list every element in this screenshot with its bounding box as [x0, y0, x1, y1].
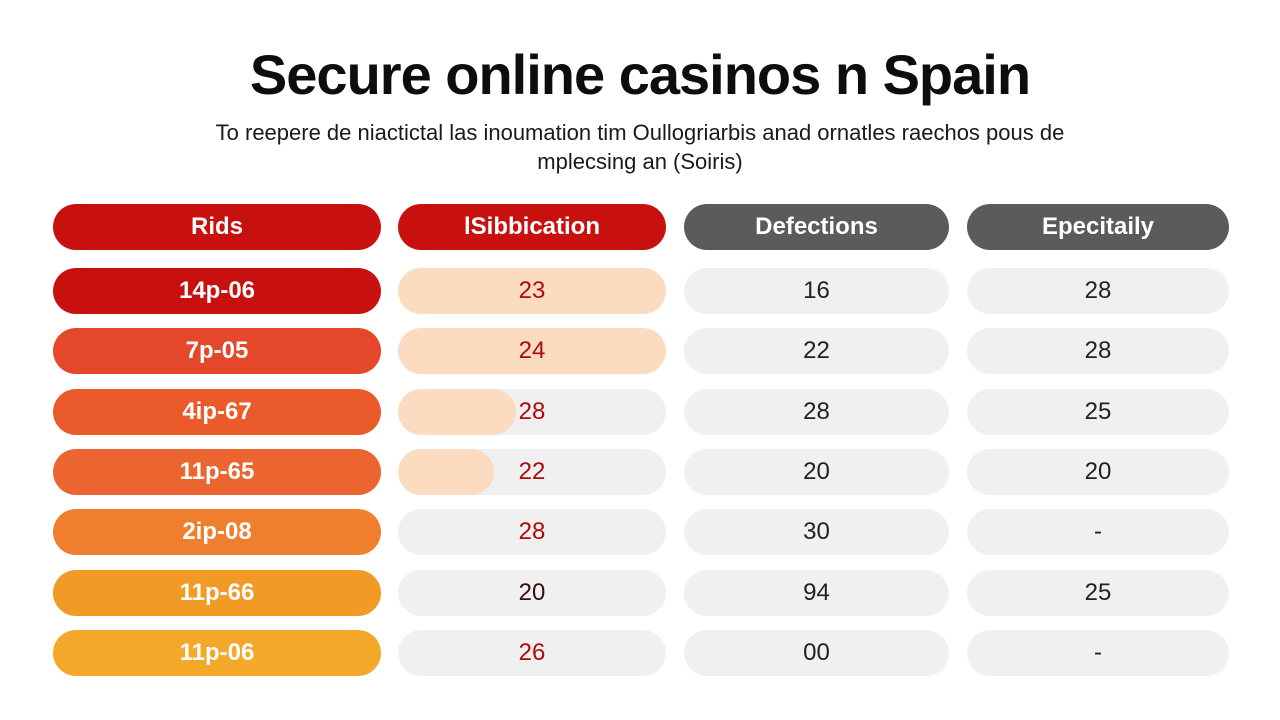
sibbication-value: 28: [518, 398, 546, 425]
column-header-epecitaily: Epecitaily: [967, 204, 1229, 250]
rid-cell: 2ip-08: [53, 509, 381, 555]
defections-value: 94: [803, 579, 830, 606]
sibbication-cell: 28: [398, 509, 666, 555]
sibbication-fill-bar: [398, 449, 495, 495]
epecitaily-value: -: [1094, 518, 1102, 545]
rid-cell: 11p-06: [53, 630, 381, 676]
rid-cell: 4ip-67: [53, 389, 381, 435]
epecitaily-cell: 28: [967, 328, 1229, 374]
sibbication-fill-bar: [398, 389, 516, 435]
epecitaily-value: 25: [1084, 579, 1112, 606]
sibbication-fill-bar: [398, 328, 666, 374]
epecitaily-value: 25: [1084, 398, 1112, 425]
rid-cell: 11p-66: [53, 570, 381, 616]
sibbication-value: 22: [518, 458, 546, 485]
column-header-defections: Defections: [684, 204, 949, 250]
defections-cell: 30: [684, 509, 949, 555]
epecitaily-value: 20: [1084, 458, 1112, 485]
sibbication-value: 20: [518, 579, 546, 606]
sibbication-cell: 20: [398, 570, 666, 616]
sibbication-cell: 28: [398, 389, 666, 435]
defections-cell: 20: [684, 449, 949, 495]
sibbication-cell: 26: [398, 630, 666, 676]
page-subtitle: To reepere de niactictal las inoumation …: [215, 120, 1065, 174]
rid-cell: 11p-65: [53, 449, 381, 495]
rid-cell: 14p-06: [53, 268, 381, 314]
defections-cell: 00: [684, 630, 949, 676]
sibbication-value: 26: [518, 639, 546, 666]
defections-value: 28: [803, 398, 830, 425]
rid-value: 11p-65: [179, 458, 255, 485]
page-title: Secure online casinos n Spain: [249, 43, 1031, 106]
epecitaily-cell: 25: [967, 570, 1229, 616]
defections-cell: 28: [684, 389, 949, 435]
rid-value: 11p-66: [179, 579, 255, 606]
defections-cell: 16: [684, 268, 949, 314]
defections-value: 00: [803, 639, 830, 666]
epecitaily-value: 28: [1084, 337, 1112, 364]
defections-value: 16: [803, 277, 830, 304]
rid-value: 11p-06: [179, 639, 255, 666]
rid-value: 14p-06: [178, 277, 256, 304]
defections-value: 30: [803, 518, 830, 545]
epecitaily-cell: -: [967, 509, 1229, 555]
sibbication-cell: 23: [398, 268, 666, 314]
sibbication-value: 23: [518, 277, 546, 304]
sibbication-cell: 24: [398, 328, 666, 374]
rid-value: 7p-05: [185, 337, 249, 364]
rid-value: 4ip-67: [182, 398, 252, 425]
sibbication-fill-bar: [398, 268, 666, 314]
epecitaily-value: 28: [1084, 277, 1112, 304]
sibbication-value: 24: [518, 337, 546, 364]
epecitaily-cell: 28: [967, 268, 1229, 314]
column-header-sibbication: lSibbication: [398, 204, 666, 250]
epecitaily-cell: 25: [967, 389, 1229, 435]
defections-cell: 22: [684, 328, 949, 374]
sibbication-value: 28: [518, 518, 546, 545]
epecitaily-cell: -: [967, 630, 1229, 676]
defections-value: 22: [803, 337, 830, 364]
defections-cell: 94: [684, 570, 949, 616]
epecitaily-value: -: [1094, 639, 1102, 666]
rid-value: 2ip-08: [182, 518, 252, 545]
sibbication-cell: 22: [398, 449, 666, 495]
column-header-rids: Rids: [53, 204, 381, 250]
defections-value: 20: [803, 458, 830, 485]
epecitaily-cell: 20: [967, 449, 1229, 495]
rid-cell: 7p-05: [53, 328, 381, 374]
